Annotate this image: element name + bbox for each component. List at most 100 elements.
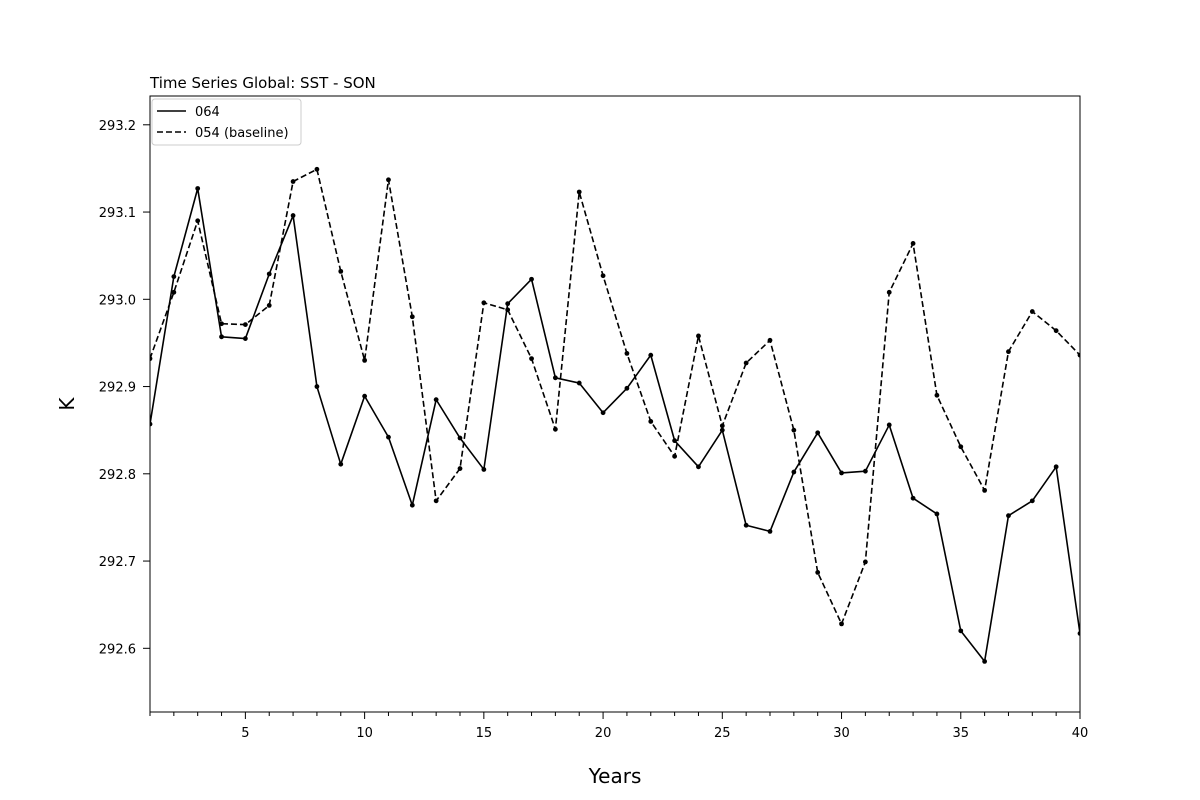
data-point (696, 464, 701, 470)
x-tick-label: 35 (952, 726, 969, 741)
data-point (719, 427, 725, 433)
data-point (624, 385, 630, 391)
data-point (743, 360, 749, 366)
data-point (171, 274, 177, 280)
data-point (433, 397, 439, 403)
data-point (409, 314, 415, 320)
x-tick-label: 40 (1072, 726, 1089, 741)
data-point (1029, 309, 1035, 314)
legend-label-baseline: 054 (baseline) (195, 126, 289, 141)
data-point (839, 470, 844, 476)
data-point (314, 166, 320, 172)
data-point (552, 426, 558, 432)
data-point (195, 218, 201, 224)
data-point (600, 410, 606, 416)
data-point (648, 419, 654, 424)
data-point (266, 303, 272, 308)
data-point (815, 570, 821, 575)
data-point (338, 461, 344, 467)
y-tick-label: 292.6 (99, 642, 136, 657)
data-point (791, 469, 797, 475)
data-point (791, 427, 797, 433)
data-point (219, 334, 224, 340)
data-point (505, 301, 511, 307)
y-tick-label: 293.0 (99, 293, 136, 308)
x-tick-label: 20 (595, 726, 612, 741)
y-tick-label: 293.1 (99, 206, 136, 221)
y-tick-label: 292.8 (99, 468, 136, 483)
data-point (552, 375, 558, 381)
y-tick-label: 292.9 (99, 381, 136, 396)
data-point (242, 336, 248, 341)
x-tick-label: 10 (356, 726, 373, 741)
data-point (433, 498, 439, 504)
data-point (1029, 498, 1035, 504)
x-tick-label: 15 (476, 726, 493, 741)
data-point (862, 468, 868, 474)
data-point (481, 300, 487, 306)
data-point (862, 559, 868, 565)
data-point (1077, 631, 1080, 636)
data-point (719, 423, 725, 429)
data-point (672, 453, 678, 459)
data-point (576, 189, 582, 195)
data-point (696, 333, 701, 339)
x-tick-label: 25 (714, 726, 731, 741)
data-point (815, 430, 821, 436)
x-axis-label: Years (588, 764, 642, 788)
data-point (314, 384, 320, 389)
data-point (171, 289, 177, 295)
x-axis: 5 10 15 20 25 30 35 40 (149, 712, 1089, 741)
x-tick-label: 5 (241, 726, 249, 741)
data-point (743, 522, 749, 528)
legend-box (151, 98, 302, 146)
data-point (266, 271, 272, 277)
data-point (219, 321, 224, 327)
data-point (934, 392, 940, 398)
data-point (767, 337, 773, 343)
data-point (934, 511, 940, 517)
legend: 064 054 (baseline) (151, 98, 302, 146)
data-point (386, 434, 391, 440)
data-point (886, 422, 892, 428)
data-point (150, 421, 153, 427)
data-point (958, 444, 964, 450)
plot-frame (149, 95, 1081, 713)
data-point (362, 357, 368, 363)
data-point (362, 393, 368, 399)
y-axis: 292.6 292.7 292.8 292.9 293.0 293.1 293.2 (99, 119, 150, 657)
y-tick-label: 293.2 (99, 119, 136, 134)
data-point (648, 352, 654, 358)
series-line-1 (150, 168, 1080, 625)
data-point (1006, 349, 1011, 355)
data-point (600, 273, 606, 279)
data-point (958, 628, 964, 634)
y-axis-label: K (55, 397, 79, 411)
data-point (910, 241, 916, 246)
data-point (1053, 464, 1059, 470)
data-point (767, 528, 773, 534)
data-point (529, 356, 534, 362)
data-point (481, 467, 487, 472)
series-line-0 (150, 187, 1080, 663)
data-point (839, 621, 844, 627)
data-point (409, 502, 415, 508)
data-point (1006, 513, 1011, 519)
data-point (672, 438, 678, 444)
data-point (290, 213, 296, 218)
data-point (505, 307, 511, 313)
data-point (576, 380, 582, 386)
data-point (290, 179, 296, 184)
data-point (1077, 352, 1080, 358)
x-tick-label: 30 (833, 726, 850, 741)
data-point (457, 466, 463, 471)
chart-title: Time Series Global: SST - SON (149, 74, 376, 92)
data-point (457, 435, 463, 441)
data-point (624, 350, 630, 356)
data-point (886, 289, 892, 295)
data-point (242, 322, 248, 327)
data-point (195, 186, 201, 191)
data-point (529, 276, 534, 282)
data-point (338, 268, 344, 274)
legend-label-064: 064 (195, 105, 220, 120)
